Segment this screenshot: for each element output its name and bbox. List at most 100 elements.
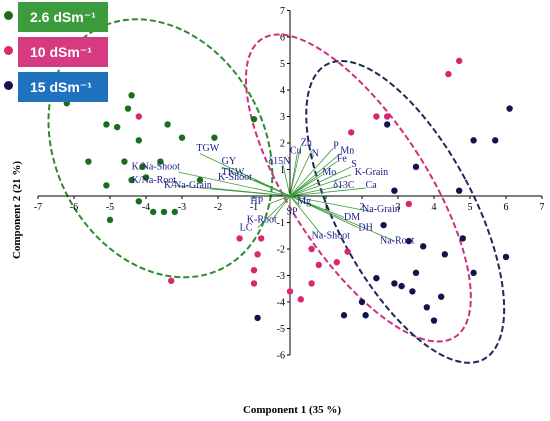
score-point-series-2 xyxy=(456,187,463,194)
score-point-series-0 xyxy=(164,121,171,128)
x-tick-label: 6 xyxy=(504,202,509,213)
y-tick-label: 6 xyxy=(280,33,285,44)
x-tick-label: -5 xyxy=(106,202,114,213)
loading-label: Mn xyxy=(340,146,354,157)
loading-label: Mg xyxy=(297,196,311,207)
x-axis-title: Component 1 (35 %) xyxy=(243,404,341,416)
score-point-series-2 xyxy=(412,269,420,277)
loading-vector xyxy=(282,164,291,197)
y-tick-label: 4 xyxy=(280,86,285,97)
loading-vector xyxy=(271,195,291,221)
legend-label-low: 2.6 dSm⁻¹ xyxy=(18,2,108,32)
loading-vector xyxy=(178,171,291,197)
score-point-series-2 xyxy=(384,121,391,128)
score-point-series-1 xyxy=(254,251,261,258)
score-point-series-1 xyxy=(405,200,412,208)
x-tick-label: -7 xyxy=(34,202,42,213)
score-points xyxy=(52,57,513,324)
x-tick-label: -4 xyxy=(142,202,150,213)
score-point-series-0 xyxy=(128,176,135,184)
score-point-series-2 xyxy=(441,251,448,258)
loading-label: δ13C xyxy=(333,180,355,191)
score-point-series-1 xyxy=(286,288,294,295)
score-point-series-1 xyxy=(445,70,452,78)
loading-vector xyxy=(289,153,341,197)
score-point-series-0 xyxy=(124,105,132,112)
score-point-series-1 xyxy=(384,113,391,120)
x-tick-label: -2 xyxy=(214,202,222,213)
score-point-series-1 xyxy=(135,113,142,120)
score-point-series-1 xyxy=(250,280,258,287)
loading-label: K/Na-Shoot xyxy=(132,162,181,173)
y-tick-label: -4 xyxy=(277,298,285,309)
loading-vector xyxy=(289,150,312,197)
score-point-series-2 xyxy=(430,317,438,324)
loading-vector xyxy=(257,195,291,229)
score-point-series-1 xyxy=(308,280,315,287)
x-tick-label: 2 xyxy=(360,202,365,213)
loading-label: DH xyxy=(358,222,372,233)
y-tick-label: 5 xyxy=(280,59,285,70)
loading-label: S xyxy=(351,159,357,170)
score-point-series-2 xyxy=(398,282,405,290)
score-point-series-1 xyxy=(315,261,322,269)
score-point-series-2 xyxy=(438,293,445,300)
x-tick-label: -3 xyxy=(178,202,186,213)
legend-marker-high xyxy=(4,81,13,90)
loading-vector xyxy=(253,179,291,197)
score-point-series-1 xyxy=(250,267,258,274)
score-point-series-0 xyxy=(106,216,114,224)
loading-label: K-Root xyxy=(247,215,277,226)
score-point-series-0 xyxy=(135,137,142,144)
loading-label: Zn xyxy=(301,138,312,149)
loading-vector xyxy=(289,195,373,213)
loading-vector xyxy=(289,195,395,242)
loading-label: TKW xyxy=(222,167,245,178)
loading-vector xyxy=(289,174,352,197)
score-point-series-0 xyxy=(103,121,110,128)
loading-label: P xyxy=(333,140,339,151)
axes: -7 -6 -5 -4 -3 -2 -1 1 2 3 4 5 6 7 7 6 5 4 3 2 1 -1 -2 -3 -4 -5 -6 xyxy=(34,6,545,362)
loading-label: SP xyxy=(286,207,298,218)
score-point-series-2 xyxy=(391,280,398,287)
x-tick-label: -1 xyxy=(250,202,258,213)
loading-label: TGW xyxy=(196,143,219,154)
confidence-ellipses xyxy=(47,18,506,364)
score-point-series-1 xyxy=(168,277,175,284)
y-tick-label: -5 xyxy=(277,324,285,335)
score-point-series-2 xyxy=(420,243,427,250)
loading-vector xyxy=(210,187,291,197)
legend-label-medium: 10 dSm⁻¹ xyxy=(18,37,108,67)
x-tick-label: 7 xyxy=(540,202,545,213)
confidence-ellipse-1 xyxy=(244,33,472,343)
legend-marker-low xyxy=(4,11,13,20)
score-point-series-2 xyxy=(405,237,412,245)
loading-label: K/Na-Root xyxy=(132,175,177,186)
loading-label: Mo xyxy=(322,167,336,178)
score-point-series-2 xyxy=(380,221,387,229)
score-point-series-0 xyxy=(142,174,150,181)
score-point-series-0 xyxy=(157,158,164,165)
y-tick-label: 1 xyxy=(280,165,285,176)
loading-label: Cu xyxy=(290,146,302,157)
y-tick-label: 2 xyxy=(280,139,285,150)
score-point-series-0 xyxy=(114,123,121,131)
loading-label: δ15N xyxy=(268,156,290,167)
loading-label: HP xyxy=(250,196,263,207)
loading-vector xyxy=(289,174,323,197)
score-point-series-2 xyxy=(409,288,416,295)
score-point-series-0 xyxy=(85,158,92,165)
loading-label: LC xyxy=(240,222,253,233)
x-tick-label: -6 xyxy=(70,202,78,213)
y-tick-label: -6 xyxy=(277,351,285,362)
score-point-series-0 xyxy=(121,158,128,165)
score-point-series-2 xyxy=(423,304,430,311)
score-point-series-0 xyxy=(135,198,142,205)
confidence-ellipse-2 xyxy=(305,60,506,364)
loading-vector xyxy=(289,185,345,197)
score-point-series-2 xyxy=(358,298,366,306)
loading-vector xyxy=(289,187,366,197)
loading-vector xyxy=(289,145,302,197)
x-tick-label: 3 xyxy=(396,202,401,213)
